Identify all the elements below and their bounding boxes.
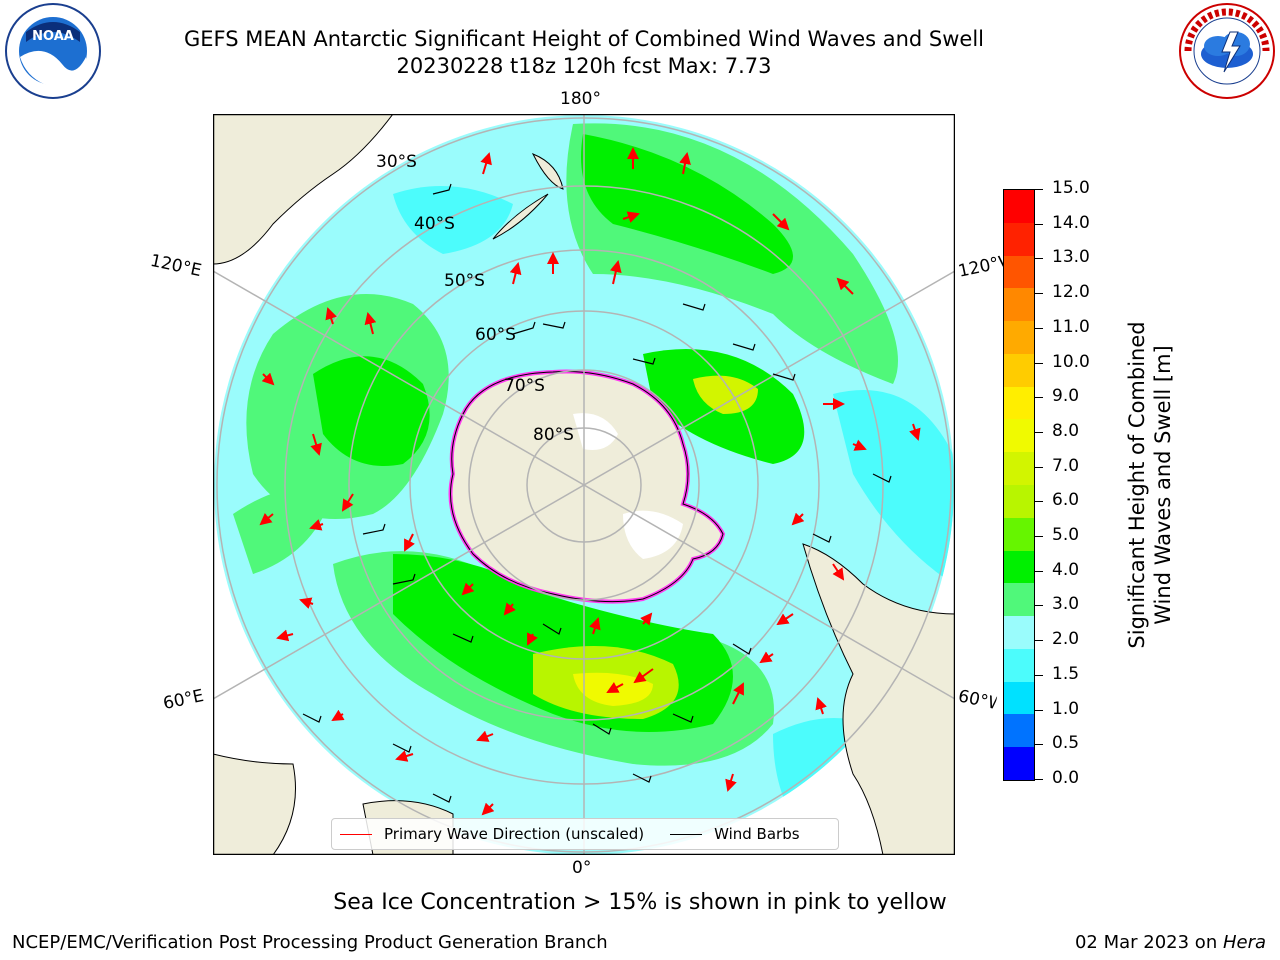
colorbar-tick-mark [1035, 779, 1043, 780]
colorbar-tick-mark [1035, 258, 1043, 259]
colorbar-swatch [1004, 550, 1034, 584]
noaa-logo: NOAA [4, 2, 102, 100]
africa-land [213, 753, 296, 855]
lat-label-40s: 40°S [414, 214, 455, 234]
colorbar-label-line1: Significant Height of Combined [1125, 321, 1149, 649]
colorbar-swatch [1004, 222, 1034, 256]
colorbar-tick-mark [1035, 640, 1043, 641]
colorbar-swatch [1004, 452, 1034, 485]
colorbar-swatch [1004, 255, 1034, 289]
legend-swatch-wave [340, 833, 372, 835]
footer-date-text: 02 Mar 2023 on [1074, 932, 1223, 953]
colorbar-tick-mark [1035, 744, 1043, 745]
nws-logo [1178, 2, 1276, 100]
colorbar-tick-label: 15.0 [1052, 178, 1090, 198]
lon-label-60w: 60°W [956, 686, 998, 714]
colorbar-tick-mark [1035, 432, 1043, 433]
lat-label-80s: 80°S [533, 425, 574, 445]
legend-swatch-wind [670, 833, 703, 835]
legend-item-wind: Wind Barbs [670, 825, 800, 843]
footer-branch: NCEP/EMC/Verification Post Processing Pr… [12, 932, 608, 953]
colorbar-tick-label: 10.0 [1052, 352, 1090, 372]
colorbar-swatch [1004, 648, 1034, 682]
colorbar-swatch [1004, 616, 1034, 649]
chart-title: GEFS MEAN Antarctic Significant Height o… [183, 27, 985, 51]
colorbar-swatch [1004, 386, 1034, 420]
colorbar-tick-label: 7.0 [1052, 456, 1080, 476]
colorbar-tick-label: 1.5 [1052, 664, 1080, 684]
colorbar-label-line2: Wind Waves and Swell [m] [1151, 345, 1175, 625]
lon-label-60e: 60°E [161, 685, 206, 715]
lat-label-70s: 70°S [504, 376, 545, 396]
colorbar-tick-mark [1035, 467, 1043, 468]
colorbar-tick-mark [1035, 571, 1043, 572]
graticule [213, 114, 955, 855]
wave-direction-arrows [259, 147, 921, 816]
colorbar-tick-mark [1035, 363, 1043, 364]
colorbar-tick-label: 8.0 [1052, 421, 1080, 441]
lon-label-120e: 120°E [148, 250, 204, 282]
south-america-land [802, 543, 955, 855]
noaa-logo-text: NOAA [32, 29, 74, 44]
colorbar-tick-label: 6.0 [1052, 490, 1080, 510]
colorbar-tick-mark [1035, 328, 1043, 329]
colorbar-tick-mark [1035, 397, 1043, 398]
australia-land [213, 114, 394, 265]
colorbar-tick-label: 14.0 [1052, 213, 1090, 233]
colorbar-swatch [1004, 419, 1034, 453]
colorbar-tick-label: 4.0 [1052, 560, 1080, 580]
legend-label-wind: Wind Barbs [714, 825, 800, 843]
colorbar-tick-label: 5.0 [1052, 525, 1080, 545]
footer-date: 02 Mar 2023 on Hera [1075, 932, 1266, 953]
colorbar-tick-label: 0.0 [1052, 768, 1080, 788]
colorbar-swatch [1004, 583, 1034, 617]
colorbar-tick-mark [1035, 189, 1043, 190]
legend-label-wave: Primary Wave Direction (unscaled) [384, 825, 645, 843]
sea-ice-caption: Sea Ice Concentration > 15% is shown in … [333, 890, 947, 915]
colorbar-tick-label: 11.0 [1052, 317, 1090, 337]
colorbar-swatch [1004, 681, 1034, 715]
colorbar-tick-label: 9.0 [1052, 386, 1080, 406]
colorbar-tick-label: 3.0 [1052, 594, 1080, 614]
colorbar-swatch [1004, 747, 1034, 780]
colorbar-swatch [1004, 353, 1034, 387]
colorbar-tick-mark [1035, 501, 1043, 502]
lat-label-60s: 60°S [475, 325, 516, 345]
legend-item-wave: Primary Wave Direction (unscaled) [340, 825, 644, 843]
new-zealand-land [492, 153, 564, 240]
colorbar-tick-label: 12.0 [1052, 282, 1090, 302]
chart-subtitle: 20230228 t18z 120h fcst Max: 7.73 [396, 54, 772, 78]
colorbar-tick-label: 13.0 [1052, 247, 1090, 267]
colorbar-swatch [1004, 321, 1034, 354]
map-legend: Primary Wave Direction (unscaled) Wind B… [331, 818, 839, 850]
footer-machine: Hera [1222, 932, 1266, 953]
colorbar-swatch [1004, 714, 1034, 748]
colorbar [1003, 189, 1035, 781]
map-border [212, 113, 956, 856]
colorbar-swatch [1004, 288, 1034, 322]
colorbar-tick-label: 1.0 [1052, 699, 1080, 719]
wind-barbs [302, 183, 892, 803]
colorbar-tick-mark [1035, 224, 1043, 225]
colorbar-swatch [1004, 189, 1034, 223]
colorbar-tick-mark [1035, 675, 1043, 676]
colorbar-tick-mark [1035, 710, 1043, 711]
colorbar-tick-label: 0.5 [1052, 733, 1080, 753]
colorbar-swatch [1004, 517, 1034, 551]
lon-label-0: 0° [572, 858, 592, 878]
map-panel [212, 113, 956, 856]
lon-label-180: 180° [560, 89, 601, 109]
lat-label-50s: 50°S [444, 271, 485, 291]
colorbar-tick-label: 2.0 [1052, 629, 1080, 649]
polar-map [212, 113, 956, 856]
colorbar-tick-mark [1035, 605, 1043, 606]
colorbar-tick-mark [1035, 293, 1043, 294]
lat-label-30s: 30°S [376, 152, 417, 172]
colorbar-swatch [1004, 484, 1034, 518]
colorbar-tick-mark [1035, 536, 1043, 537]
